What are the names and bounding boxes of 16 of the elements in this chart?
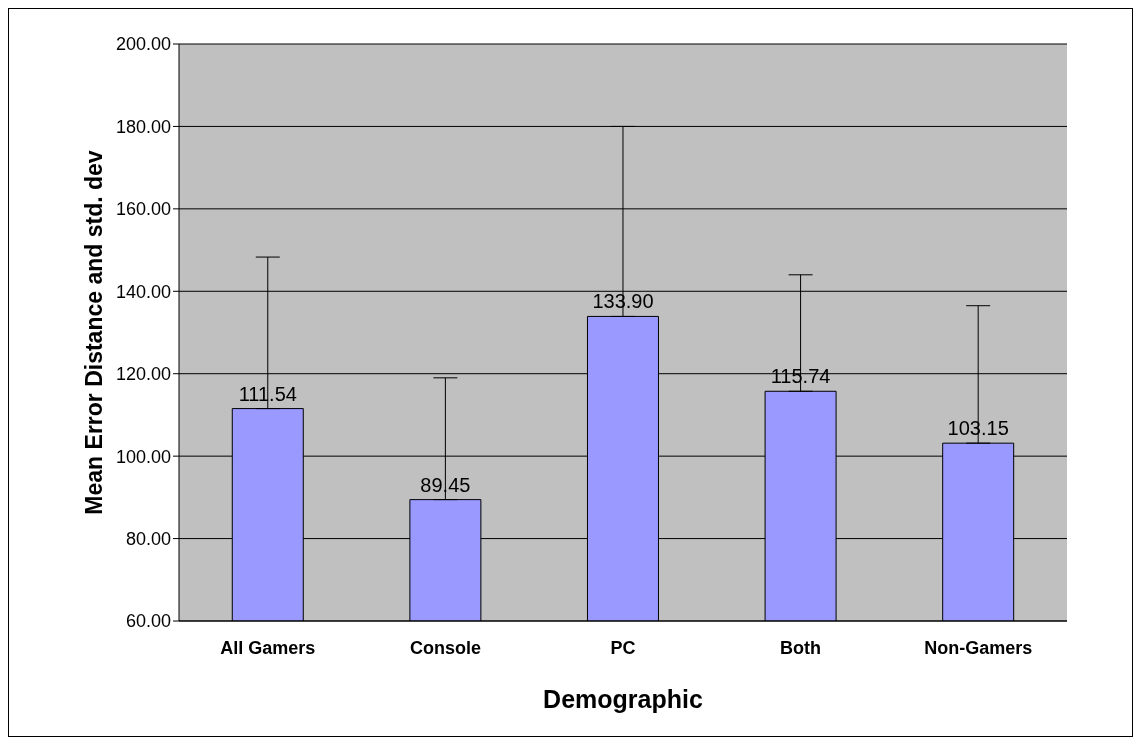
y-tick-label: 60.00 — [125, 611, 171, 632]
y-tick-label: 100.00 — [115, 446, 171, 467]
data-label: 133.90 — [592, 290, 654, 313]
x-tick-label: All Gamers — [220, 637, 316, 658]
y-tick-label: 200.00 — [115, 34, 171, 55]
x-tick-label: PC — [610, 637, 636, 658]
y-tick-label: 180.00 — [115, 116, 171, 137]
x-tick-label: Both — [780, 637, 822, 658]
x-axis-title: Demographic — [543, 685, 703, 713]
x-tick-label: Console — [409, 637, 481, 658]
y-tick-label: 80.00 — [125, 528, 171, 549]
y-tick-label: 120.00 — [115, 364, 171, 385]
y-axis-title: Mean Error Distance and std. dev — [81, 150, 108, 515]
y-tick-label: 160.00 — [115, 199, 171, 220]
y-tick-label: 140.00 — [115, 281, 171, 302]
x-tick-label: Non-Gamers — [924, 637, 1033, 658]
